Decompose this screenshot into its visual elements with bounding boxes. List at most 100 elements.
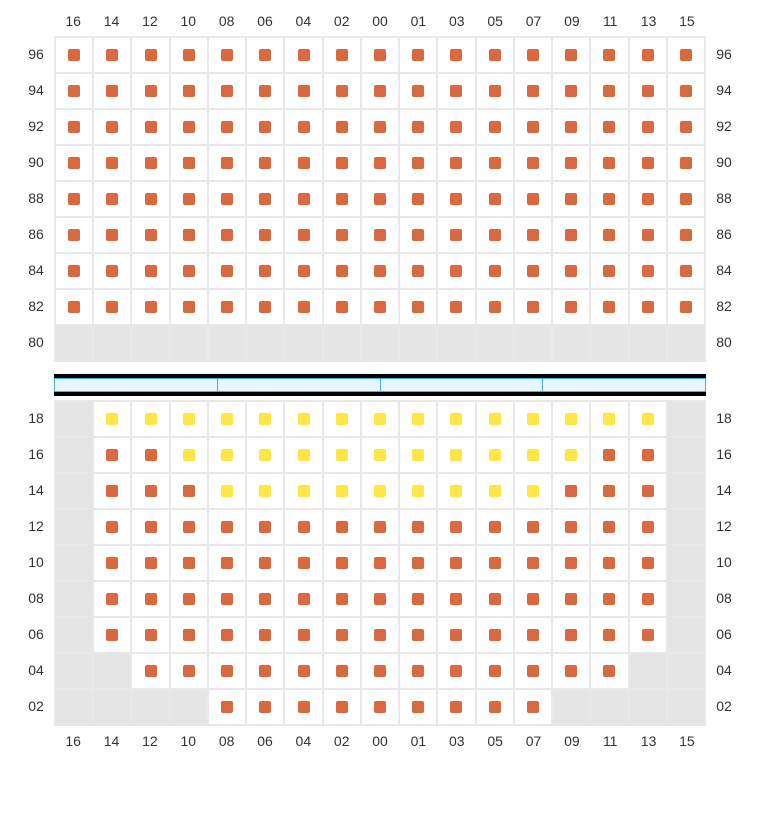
seat-cell[interactable] — [55, 145, 93, 181]
seat-cell[interactable] — [437, 545, 475, 581]
seat-cell[interactable] — [552, 289, 590, 325]
seat-cell[interactable] — [284, 689, 322, 725]
seat-cell[interactable] — [93, 181, 131, 217]
seat-cell[interactable] — [361, 73, 399, 109]
seat-cell[interactable] — [284, 109, 322, 145]
seat-cell[interactable] — [514, 617, 552, 653]
seat-cell[interactable] — [323, 437, 361, 473]
seat-cell[interactable] — [284, 581, 322, 617]
seat-cell[interactable] — [399, 653, 437, 689]
seat-cell[interactable] — [476, 509, 514, 545]
seat-cell[interactable] — [361, 289, 399, 325]
seat-cell[interactable] — [399, 473, 437, 509]
seat-cell[interactable] — [361, 473, 399, 509]
seat-cell[interactable] — [208, 217, 246, 253]
seat-cell[interactable] — [514, 509, 552, 545]
seat-cell[interactable] — [208, 509, 246, 545]
seat-cell[interactable] — [552, 73, 590, 109]
seat-cell[interactable] — [399, 617, 437, 653]
seat-cell[interactable] — [208, 689, 246, 725]
seat-cell[interactable] — [514, 253, 552, 289]
seat-cell[interactable] — [514, 73, 552, 109]
seat-cell[interactable] — [93, 73, 131, 109]
seat-cell[interactable] — [208, 473, 246, 509]
seat-cell[interactable] — [437, 37, 475, 73]
seat-cell[interactable] — [246, 253, 284, 289]
seat-cell[interactable] — [590, 145, 628, 181]
seat-cell[interactable] — [590, 253, 628, 289]
seat-cell[interactable] — [361, 437, 399, 473]
seat-cell[interactable] — [131, 473, 169, 509]
seat-cell[interactable] — [170, 37, 208, 73]
seat-cell[interactable] — [323, 217, 361, 253]
seat-cell[interactable] — [514, 289, 552, 325]
seat-cell[interactable] — [629, 289, 667, 325]
seat-cell[interactable] — [323, 653, 361, 689]
seat-cell[interactable] — [55, 181, 93, 217]
seat-cell[interactable] — [590, 617, 628, 653]
seat-cell[interactable] — [514, 581, 552, 617]
seat-cell[interactable] — [667, 289, 705, 325]
seat-cell[interactable] — [323, 509, 361, 545]
seat-cell[interactable] — [437, 289, 475, 325]
seat-cell[interactable] — [131, 617, 169, 653]
seat-cell[interactable] — [131, 181, 169, 217]
seat-cell[interactable] — [361, 109, 399, 145]
seat-cell[interactable] — [629, 473, 667, 509]
seat-cell[interactable] — [170, 509, 208, 545]
seat-cell[interactable] — [590, 73, 628, 109]
seat-cell[interactable] — [246, 653, 284, 689]
seat-cell[interactable] — [208, 581, 246, 617]
seat-cell[interactable] — [208, 73, 246, 109]
seat-cell[interactable] — [590, 473, 628, 509]
seat-cell[interactable] — [552, 653, 590, 689]
seat-cell[interactable] — [323, 145, 361, 181]
seat-cell[interactable] — [284, 401, 322, 437]
seat-cell[interactable] — [667, 145, 705, 181]
seat-cell[interactable] — [476, 473, 514, 509]
seat-cell[interactable] — [93, 37, 131, 73]
seat-cell[interactable] — [55, 73, 93, 109]
seat-cell[interactable] — [476, 653, 514, 689]
seat-cell[interactable] — [246, 545, 284, 581]
seat-cell[interactable] — [667, 73, 705, 109]
seat-cell[interactable] — [131, 145, 169, 181]
seat-cell[interactable] — [667, 37, 705, 73]
seat-cell[interactable] — [170, 181, 208, 217]
seat-cell[interactable] — [399, 37, 437, 73]
seat-cell[interactable] — [131, 545, 169, 581]
seat-cell[interactable] — [208, 401, 246, 437]
seat-cell[interactable] — [323, 401, 361, 437]
seat-cell[interactable] — [399, 545, 437, 581]
seat-cell[interactable] — [437, 181, 475, 217]
seat-cell[interactable] — [590, 653, 628, 689]
seat-cell[interactable] — [629, 581, 667, 617]
seat-cell[interactable] — [208, 653, 246, 689]
seat-cell[interactable] — [514, 689, 552, 725]
seat-cell[interactable] — [590, 217, 628, 253]
seat-cell[interactable] — [590, 437, 628, 473]
seat-cell[interactable] — [361, 581, 399, 617]
seat-cell[interactable] — [208, 145, 246, 181]
seat-cell[interactable] — [284, 181, 322, 217]
seat-cell[interactable] — [552, 545, 590, 581]
seat-cell[interactable] — [246, 689, 284, 725]
seat-cell[interactable] — [93, 545, 131, 581]
seat-cell[interactable] — [552, 253, 590, 289]
seat-cell[interactable] — [399, 689, 437, 725]
seat-cell[interactable] — [93, 473, 131, 509]
seat-cell[interactable] — [131, 253, 169, 289]
seat-cell[interactable] — [476, 545, 514, 581]
seat-cell[interactable] — [629, 73, 667, 109]
seat-cell[interactable] — [552, 217, 590, 253]
seat-cell[interactable] — [170, 253, 208, 289]
seat-cell[interactable] — [170, 581, 208, 617]
seat-cell[interactable] — [476, 253, 514, 289]
seat-cell[interactable] — [93, 109, 131, 145]
seat-cell[interactable] — [361, 181, 399, 217]
seat-cell[interactable] — [437, 689, 475, 725]
seat-cell[interactable] — [131, 37, 169, 73]
seat-cell[interactable] — [476, 37, 514, 73]
seat-cell[interactable] — [476, 689, 514, 725]
seat-cell[interactable] — [323, 109, 361, 145]
